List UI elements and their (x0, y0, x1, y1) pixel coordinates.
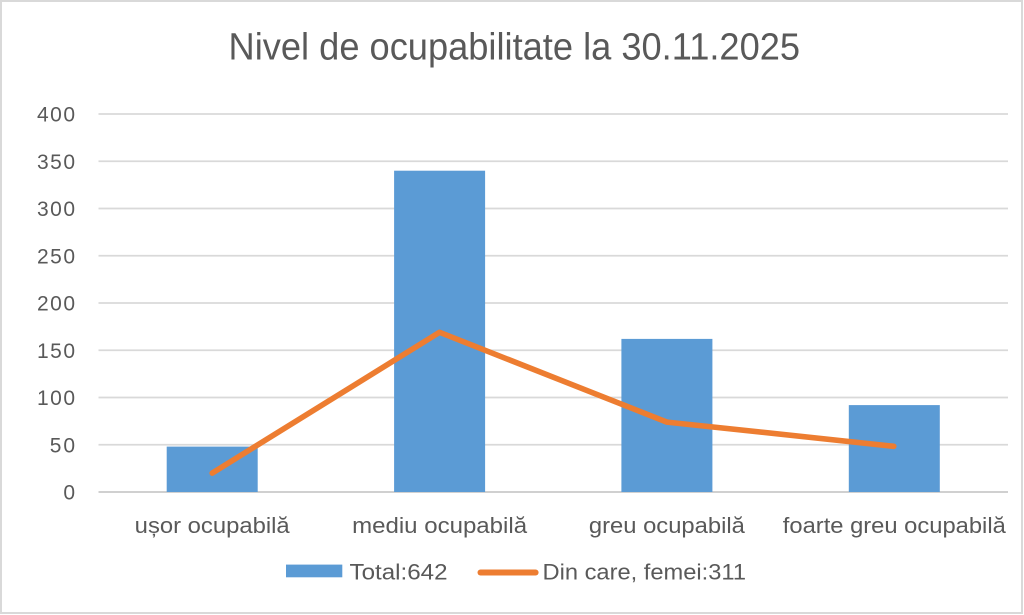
svg-text:greu ocupabilă: greu ocupabilă (589, 513, 746, 538)
svg-text:250: 250 (37, 245, 75, 268)
svg-text:mediu ocupabilă: mediu ocupabilă (352, 513, 528, 538)
svg-text:350: 350 (37, 151, 75, 174)
svg-text:50: 50 (50, 434, 75, 457)
svg-text:300: 300 (37, 198, 75, 221)
svg-text:foarte greu ocupabilă: foarte greu ocupabilă (783, 513, 1007, 538)
svg-text:0: 0 (63, 482, 75, 505)
svg-text:100: 100 (37, 387, 75, 410)
svg-text:Nivel de ocupabilitate la 30.1: Nivel de ocupabilitate la 30.11.2025 (229, 27, 801, 69)
svg-text:ușor ocupabilă: ușor ocupabilă (135, 513, 291, 538)
svg-text:Din care, femei:311: Din care, femei:311 (543, 559, 747, 584)
svg-text:150: 150 (37, 340, 75, 363)
svg-text:400: 400 (37, 104, 75, 127)
svg-text:Total:642: Total:642 (350, 559, 448, 584)
svg-text:200: 200 (37, 293, 75, 316)
